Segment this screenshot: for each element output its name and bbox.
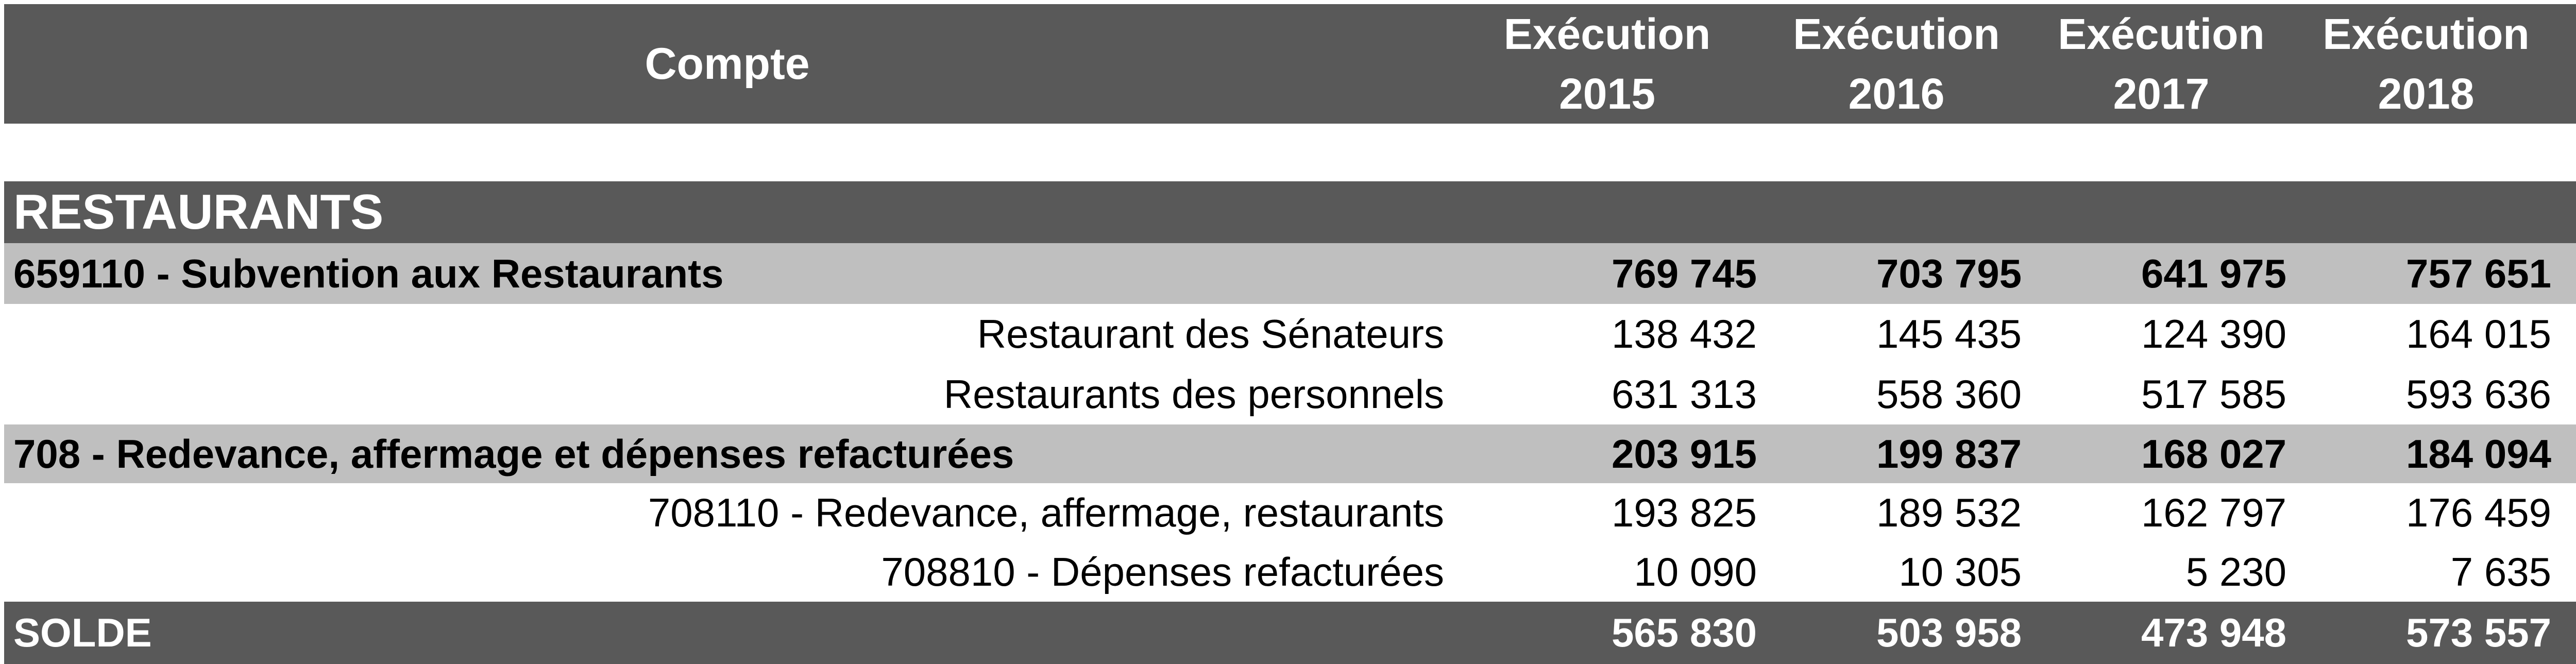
value-2017: 124 390 (2141, 311, 2286, 356)
row-label: 708 - Redevance, affermage et dépenses r… (13, 431, 1014, 476)
value-2019: 13 635 (2558, 549, 2576, 595)
value-2015: 10 090 (1634, 549, 1757, 594)
row-label: 708110 - Redevance, affermage, restauran… (648, 490, 1444, 535)
value-2019: 204 073 (2558, 431, 2576, 478)
table-header-row: Compte Exécution 2015 Exécution 2016 Exé… (4, 4, 2576, 124)
table-row-restaurants-personnels: Restaurants des personnels 631 313 558 3… (4, 364, 2576, 424)
value-2016: 10 305 (1899, 549, 2022, 594)
value-2015: 565 830 (1612, 610, 1757, 655)
value-2018: 184 094 (2406, 431, 2551, 476)
value-2018: 593 636 (2406, 371, 2551, 417)
spacer-row (4, 124, 2576, 181)
value-2015: 193 825 (1612, 490, 1757, 535)
value-2015: 203 915 (1612, 431, 1757, 476)
section-title: RESTAURANTS (13, 184, 384, 240)
value-2016: 503 958 (1876, 610, 2022, 655)
column-header-execution-2015: Exécution 2015 (1450, 4, 1764, 124)
table-row-708810: 708810 - Dépenses refacturées 10 090 10 … (4, 542, 2576, 602)
section-header-restaurants: RESTAURANTS (4, 181, 2576, 243)
execution-label: Exécution (2058, 10, 2265, 58)
table-row-659110: 659110 - Subvention aux Restaurants 769 … (4, 243, 2576, 304)
value-2015: 631 313 (1612, 371, 1757, 417)
row-label: SOLDE (13, 610, 152, 655)
row-label: 659110 - Subvention aux Restaurants (13, 250, 724, 296)
table-row-solde: SOLDE 565 830 503 958 473 948 573 557 66… (4, 602, 2576, 664)
column-header-execution-2017: Exécution 2017 (2029, 4, 2294, 124)
execution-label: Exécution (1503, 10, 1711, 58)
value-2018: 573 557 (2406, 610, 2551, 655)
execution-label: Exécution (1793, 10, 2000, 58)
value-2016: 145 435 (1876, 311, 2022, 356)
year-label: 2016 (1848, 70, 1945, 118)
value-2017: 168 027 (2141, 431, 2286, 476)
row-label: Restaurants des personnels (943, 371, 1444, 417)
value-2018: 176 459 (2406, 490, 2551, 535)
value-2019: 148 475 (2558, 311, 2576, 357)
value-2015: 138 432 (1612, 311, 1757, 356)
restaurants-budget-table: Compte Exécution 2015 Exécution 2016 Exé… (4, 4, 2576, 664)
value-2019: 669 064 (2558, 609, 2576, 656)
value-2018: 7 635 (2450, 549, 2551, 594)
table-row-708: 708 - Redevance, affermage et dépenses r… (4, 424, 2576, 483)
table-row-restaurant-senateurs: Restaurant des Sénateurs 138 432 145 435… (4, 304, 2576, 364)
value-2017: 641 975 (2141, 250, 2286, 296)
value-2019: 873 136 (2558, 250, 2576, 297)
value-2017: 517 585 (2141, 371, 2286, 417)
execution-label: Exécution (2323, 10, 2530, 58)
value-2017: 162 797 (2141, 490, 2286, 535)
row-label: 708810 - Dépenses refacturées (881, 549, 1444, 594)
row-label: Restaurant des Sénateurs (977, 311, 1444, 356)
value-2015: 769 745 (1612, 250, 1757, 296)
column-header-compte: Compte (645, 39, 810, 89)
year-label: 2017 (2113, 70, 2210, 118)
value-2019: 724 661 (2558, 371, 2576, 418)
year-label: 2018 (2378, 70, 2475, 118)
table-row-708110: 708110 - Redevance, affermage, restauran… (4, 483, 2576, 542)
value-2017: 473 948 (2141, 610, 2286, 655)
value-2017: 5 230 (2185, 549, 2286, 594)
column-header-execution-2016: Exécution 2016 (1764, 4, 2029, 124)
value-2016: 558 360 (1876, 371, 2022, 417)
value-2016: 189 532 (1876, 490, 2022, 535)
value-2018: 757 651 (2406, 250, 2551, 296)
column-header-execution-2019: Exécution 2019 (2558, 4, 2576, 124)
value-2016: 703 795 (1876, 250, 2022, 296)
value-2018: 164 015 (2406, 311, 2551, 356)
value-2016: 199 837 (1876, 431, 2022, 476)
year-label: 2015 (1559, 70, 1655, 118)
column-header-execution-2018: Exécution 2018 (2294, 4, 2558, 124)
value-2019: 190 438 (2558, 489, 2576, 536)
